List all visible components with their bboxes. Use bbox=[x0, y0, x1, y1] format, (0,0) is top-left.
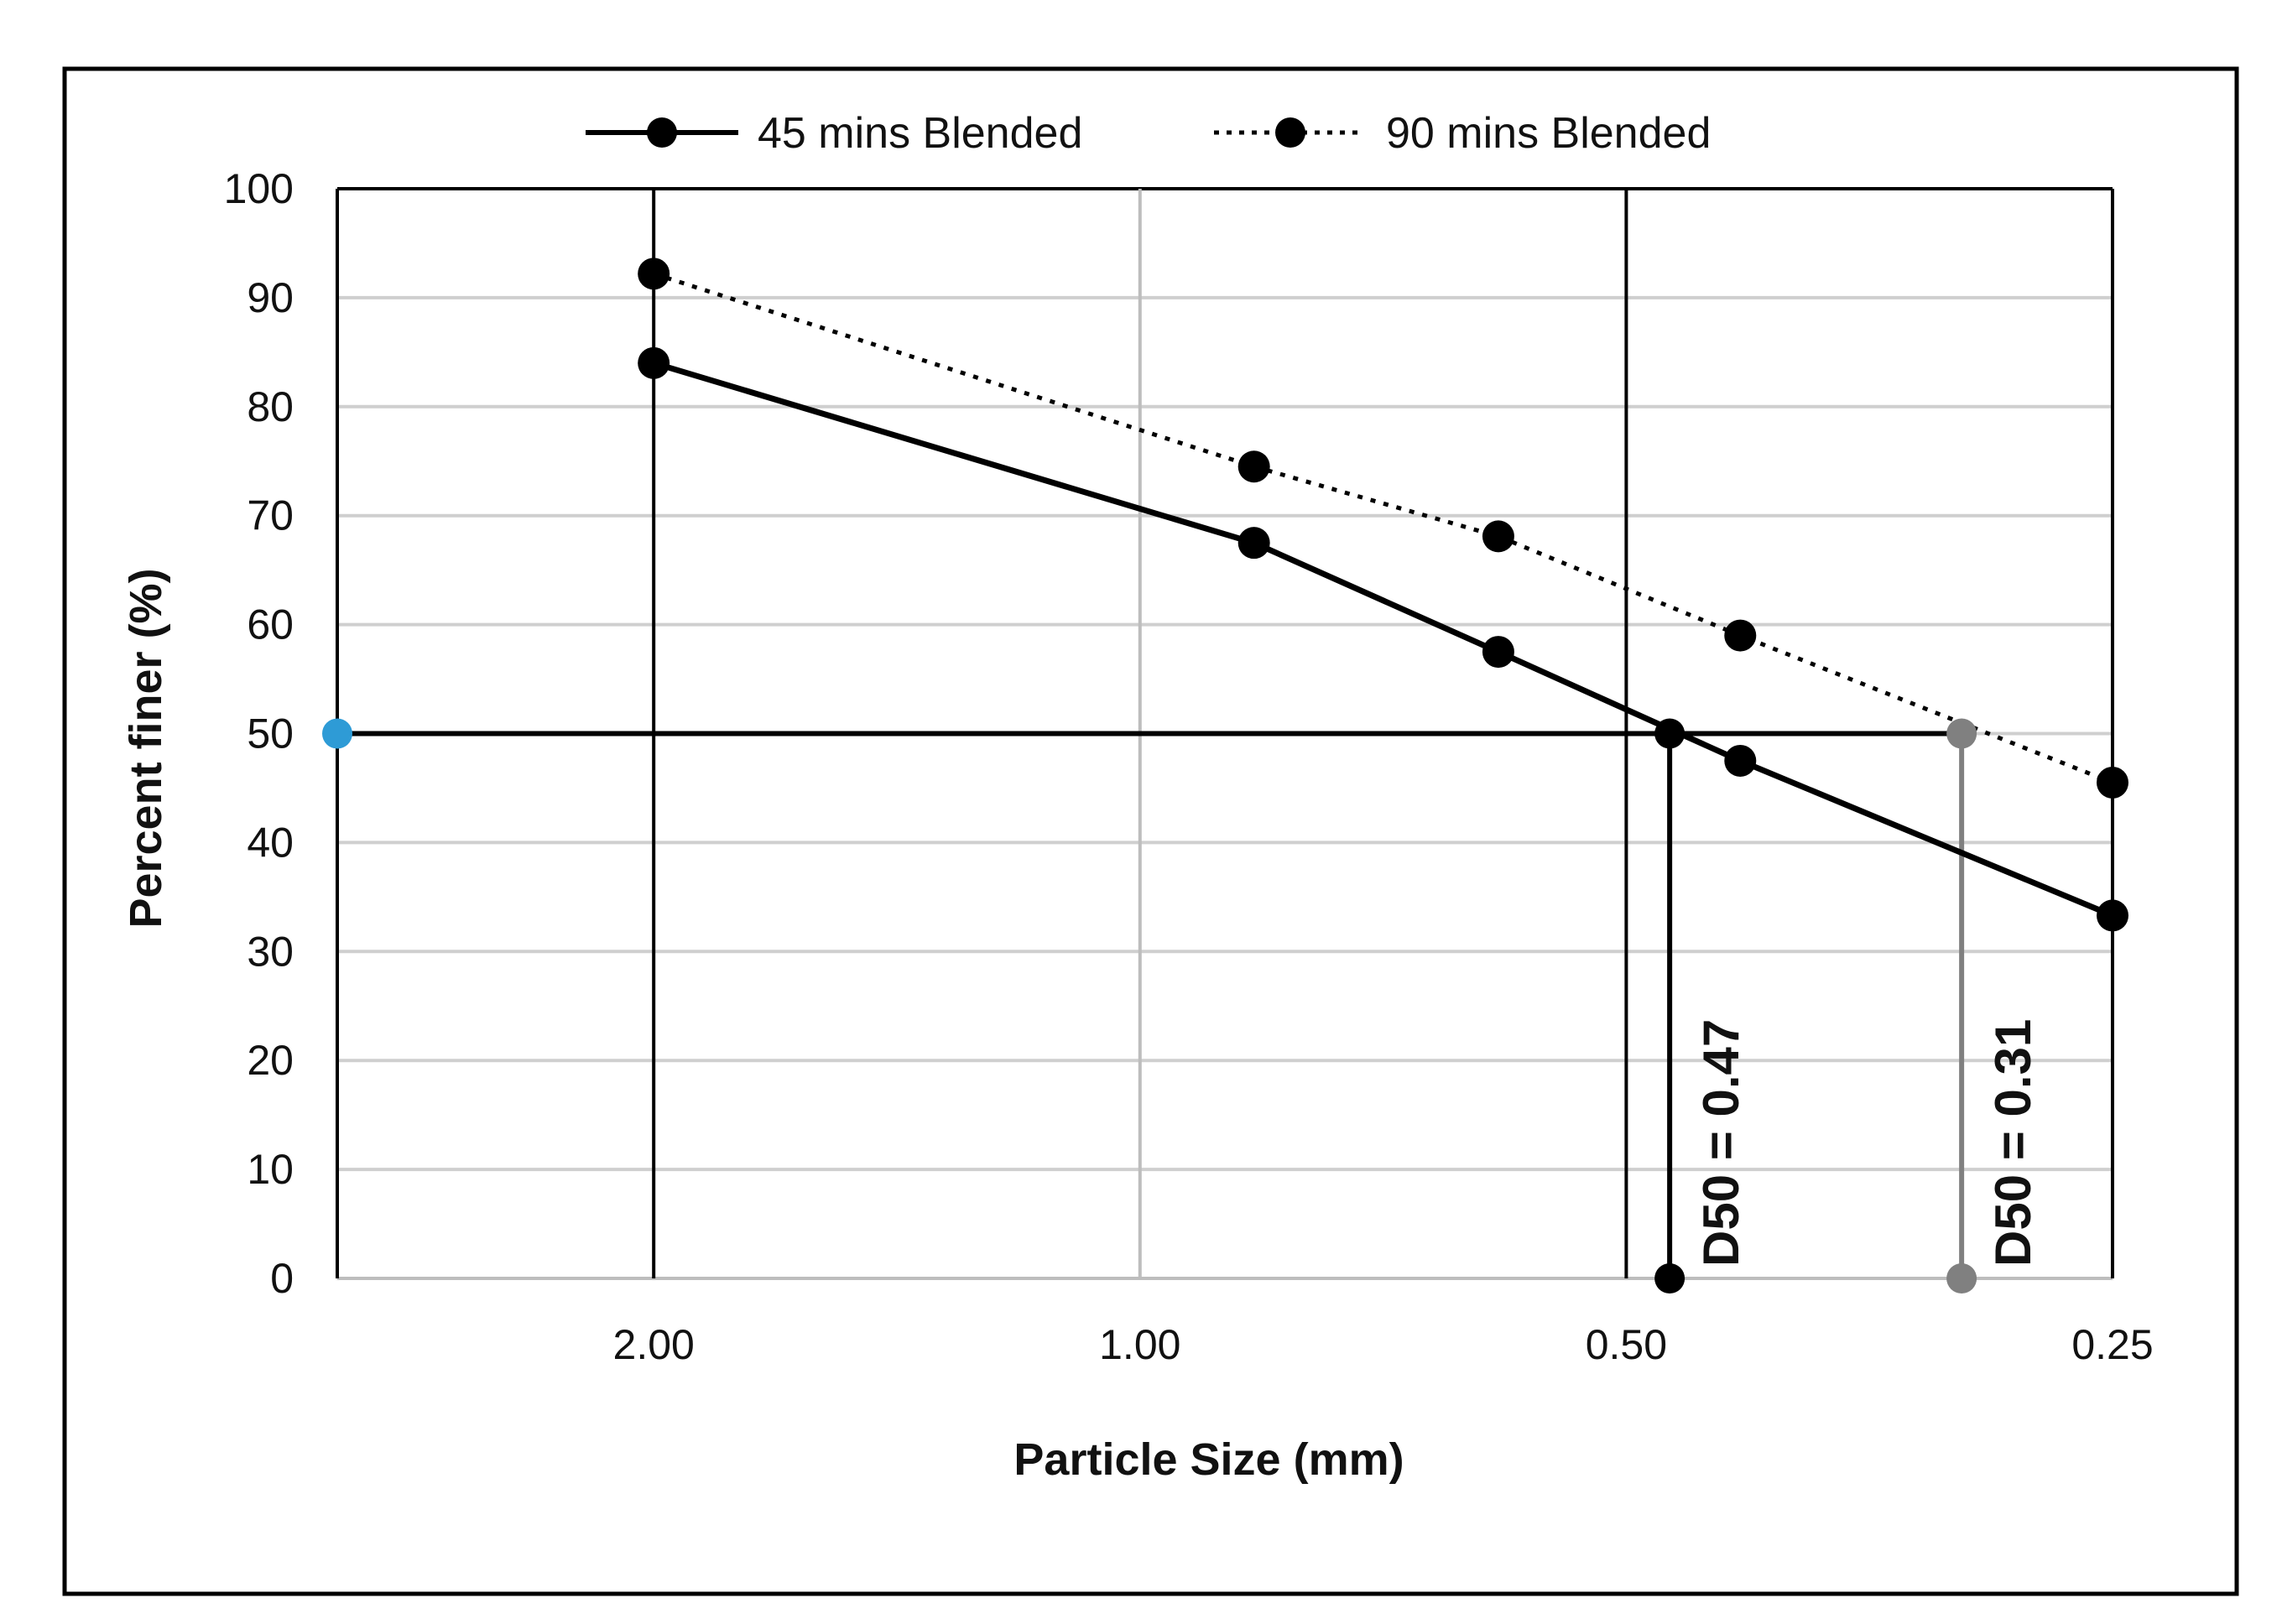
data-point-90-mins-3 bbox=[1724, 619, 1757, 652]
x-axis-title: Particle Size (mm) bbox=[1013, 1434, 1404, 1485]
legend-marker-45-mins bbox=[647, 117, 677, 148]
annotations: D50 = 0.47 D50 = 0.31 bbox=[1693, 1019, 2041, 1267]
y-tick-label-10: 10 bbox=[247, 1146, 294, 1193]
legend-item-90-mins: 90 mins Blended bbox=[1214, 109, 1711, 158]
legend-marker-90-mins bbox=[1275, 117, 1305, 148]
d50-base-point-90-mins bbox=[1946, 1263, 1977, 1293]
y-tick-label-80: 80 bbox=[247, 383, 294, 430]
data-point-45-mins-1 bbox=[1237, 527, 1270, 560]
y-tick-label-0: 0 bbox=[270, 1255, 294, 1302]
d50-point-90-mins bbox=[1946, 718, 1977, 749]
y-tick-label-50: 50 bbox=[247, 710, 294, 757]
marker-layer bbox=[322, 258, 2128, 1293]
data-point-90-mins-2 bbox=[1482, 520, 1514, 553]
y-tick-label-60: 60 bbox=[247, 601, 294, 648]
data-point-45-mins-0 bbox=[638, 346, 670, 379]
data-point-45-mins-3 bbox=[1724, 744, 1757, 777]
d50-base-point-45-mins bbox=[1654, 1263, 1685, 1293]
y-tick-label-70: 70 bbox=[247, 492, 294, 539]
data-point-90-mins-0 bbox=[638, 258, 670, 290]
y-tick-label-20: 20 bbox=[247, 1037, 294, 1084]
tick-labels: 0 10 20 30 40 50 60 70 80 90 100 2.00 1.00 0.50 0.25 bbox=[224, 165, 2154, 1368]
x-tick-label-1.00: 1.00 bbox=[1099, 1321, 1180, 1368]
y-tick-label-40: 40 bbox=[247, 819, 294, 866]
y-axis-title: Percent finer (%) bbox=[121, 568, 171, 928]
series-line-90-mins bbox=[653, 271, 2113, 785]
y-tick-label-100: 100 bbox=[224, 165, 294, 212]
annotation-d50-90-mins: D50 = 0.31 bbox=[1985, 1019, 2041, 1267]
data-point-90-mins-1 bbox=[1237, 450, 1270, 483]
y-tick-label-30: 30 bbox=[247, 928, 294, 975]
reference-lines bbox=[336, 187, 2114, 1278]
chart-frame bbox=[62, 66, 2239, 1596]
x-tick-label-0.50: 0.50 bbox=[1586, 1321, 1667, 1368]
legend-label-45-mins: 45 mins Blended bbox=[758, 109, 1082, 158]
y-tick-label-90: 90 bbox=[247, 274, 294, 321]
annotation-d50-45-mins: D50 = 0.47 bbox=[1693, 1019, 1749, 1267]
data-point-45-mins-4 bbox=[2097, 899, 2128, 932]
data-point-45-mins-2 bbox=[1482, 636, 1514, 669]
legend-label-90-mins: 90 mins Blended bbox=[1386, 109, 1711, 158]
d50-axis-marker bbox=[322, 718, 352, 749]
x-tick-label-0.25: 0.25 bbox=[2071, 1321, 2153, 1368]
legend-item-45-mins: 45 mins Blended bbox=[586, 109, 1082, 158]
d50-point-45-mins bbox=[1654, 718, 1685, 749]
legend: 45 mins Blended 90 mins Blended bbox=[586, 109, 1711, 158]
data-point-90-mins-4 bbox=[2097, 766, 2128, 799]
x-tick-label-2.00: 2.00 bbox=[613, 1321, 695, 1368]
